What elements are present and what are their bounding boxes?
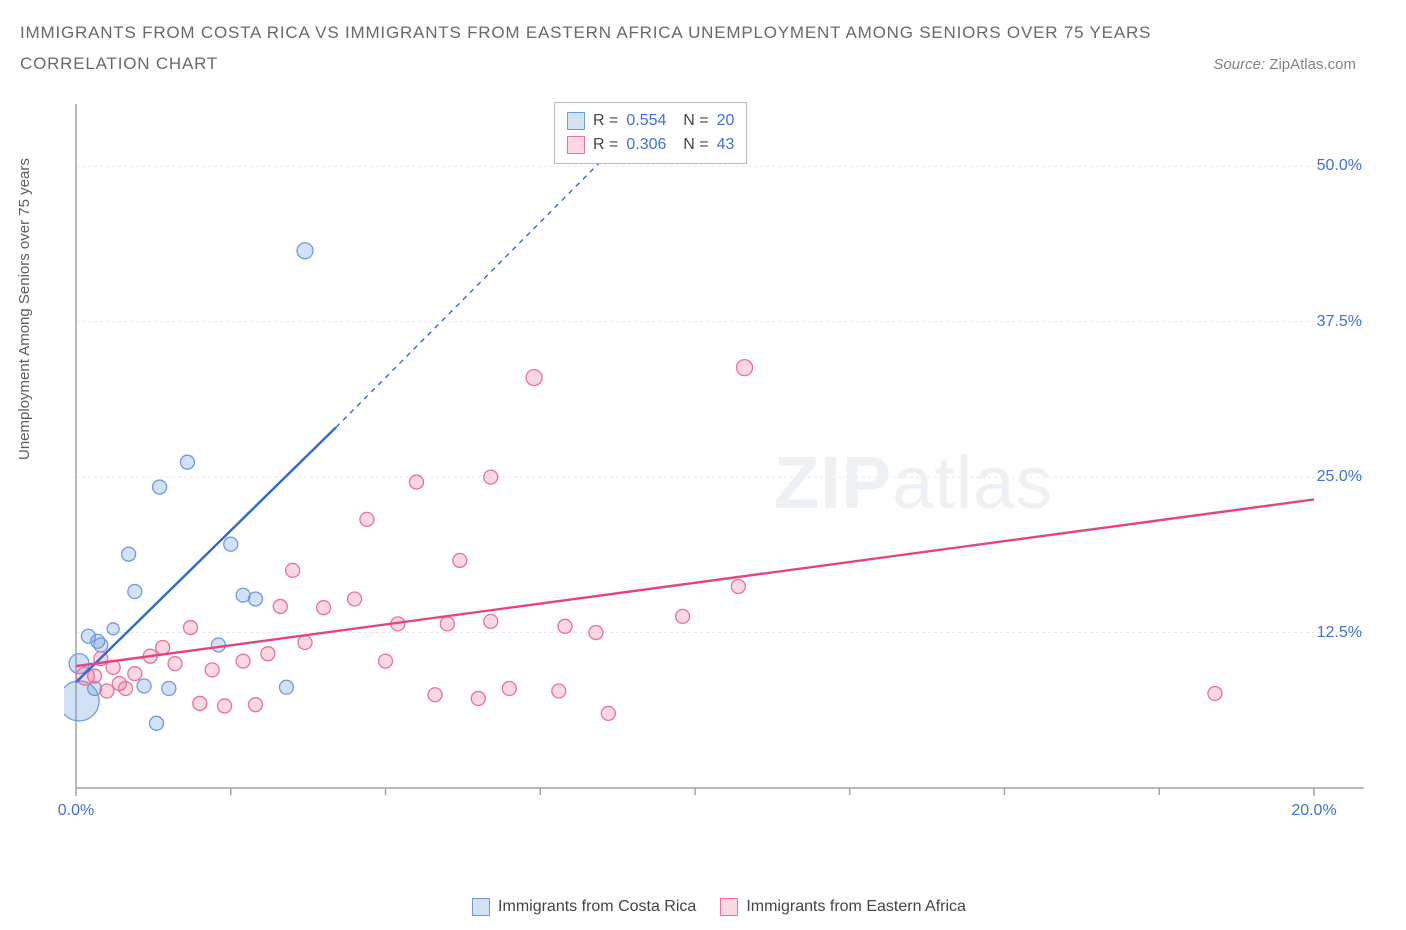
y-tick-label: 37.5%: [1317, 313, 1362, 331]
source-attribution: Source: ZipAtlas.com: [1213, 56, 1386, 73]
legend-label-1: Immigrants from Eastern Africa: [746, 898, 966, 916]
legend-n-value-1: 43: [717, 133, 735, 157]
chart-area: ZIPatlas R = 0.554 N = 20 R = 0.306 N = …: [64, 100, 1374, 840]
legend-row-costa-rica: R = 0.554 N = 20: [567, 109, 734, 133]
legend-n-label: N =: [674, 133, 708, 157]
correlation-legend: R = 0.554 N = 20 R = 0.306 N = 43: [554, 102, 747, 164]
legend-n-label: N =: [674, 109, 708, 133]
scatter-plot: [64, 100, 1374, 840]
x-tick-label: 0.0%: [58, 802, 94, 820]
chart-title-1: IMMIGRANTS FROM COSTA RICA VS IMMIGRANTS…: [20, 18, 1386, 49]
legend-label-0: Immigrants from Costa Rica: [498, 898, 696, 916]
y-tick-label: 50.0%: [1317, 157, 1362, 175]
legend-r-value-0: 0.554: [626, 109, 666, 133]
swatch-eastern-africa: [567, 136, 585, 154]
legend-item-eastern-africa: Immigrants from Eastern Africa: [720, 898, 966, 916]
series-legend: Immigrants from Costa Rica Immigrants fr…: [64, 898, 1374, 916]
x-tick-label: 20.0%: [1291, 802, 1336, 820]
chart-header: IMMIGRANTS FROM COSTA RICA VS IMMIGRANTS…: [0, 0, 1406, 79]
legend-r-label: R =: [593, 133, 618, 157]
legend-item-costa-rica: Immigrants from Costa Rica: [472, 898, 696, 916]
y-tick-label: 12.5%: [1317, 624, 1362, 642]
legend-r-value-1: 0.306: [626, 133, 666, 157]
legend-r-label: R =: [593, 109, 618, 133]
chart-title-2: CORRELATION CHART: [20, 49, 218, 80]
source-prefix: Source:: [1213, 56, 1269, 73]
y-axis-label: Unemployment Among Seniors over 75 years: [16, 158, 33, 460]
source-name: ZipAtlas.com: [1269, 56, 1356, 73]
swatch-costa-rica: [472, 898, 490, 916]
legend-n-value-0: 20: [717, 109, 735, 133]
swatch-costa-rica: [567, 112, 585, 130]
y-tick-label: 25.0%: [1317, 468, 1362, 486]
swatch-eastern-africa: [720, 898, 738, 916]
legend-row-eastern-africa: R = 0.306 N = 43: [567, 133, 734, 157]
